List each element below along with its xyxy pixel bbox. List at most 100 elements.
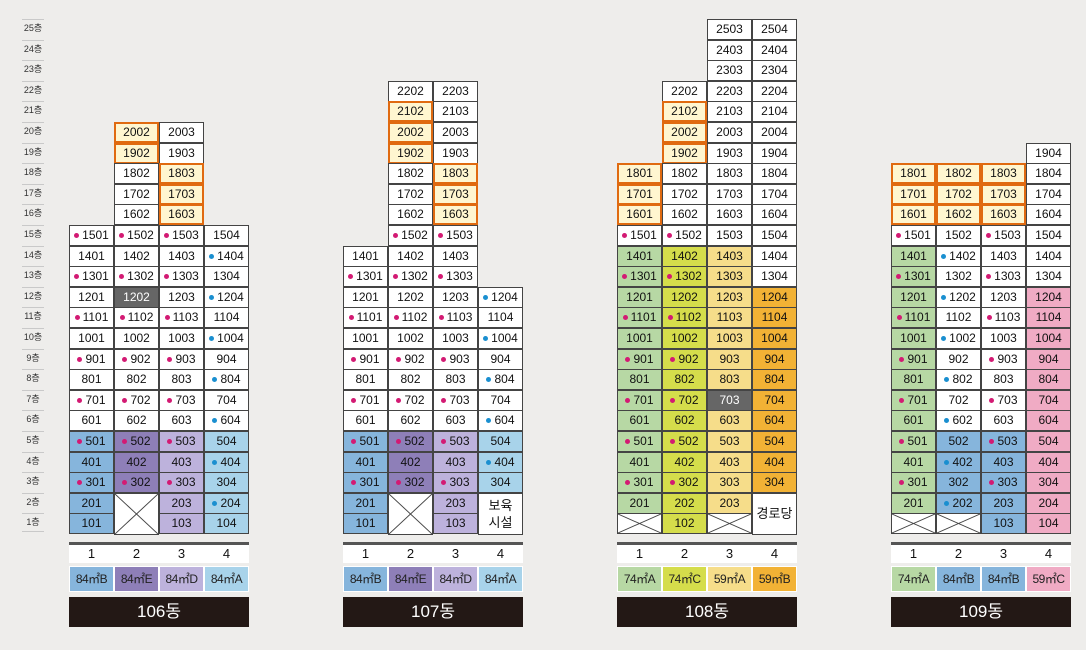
unit-cell[interactable]: 1802 (114, 163, 159, 185)
unit-cell[interactable]: 604 (1026, 410, 1071, 432)
unit-cell[interactable]: 1303 (433, 266, 478, 288)
unit-cell[interactable]: 702 (114, 389, 159, 411)
unit-cell[interactable]: 1803 (707, 163, 752, 185)
unit-cell[interactable]: 703 (433, 389, 478, 411)
unit-cell[interactable]: 1003 (433, 328, 478, 349)
unit-cell[interactable]: 1702 (936, 183, 981, 205)
unit-cell[interactable]: 1701 (617, 183, 662, 205)
unit-cell[interactable]: 803 (707, 369, 752, 391)
unit-cell[interactable]: 2002 (662, 122, 707, 143)
unit-cell[interactable]: 1602 (662, 204, 707, 226)
unit-cell[interactable]: 2003 (159, 122, 204, 143)
unit-cell[interactable]: 2304 (752, 60, 797, 82)
unit-cell[interactable]: 1204 (478, 286, 523, 308)
unit-cell[interactable]: 801 (617, 369, 662, 391)
unit-cell[interactable]: 1702 (662, 183, 707, 205)
unit-cell[interactable]: 1302 (114, 266, 159, 288)
unit-cell[interactable]: 303 (707, 472, 752, 494)
unit-cell[interactable]: 1002 (114, 328, 159, 349)
unit-cell[interactable]: 2103 (707, 101, 752, 123)
unit-cell[interactable]: 903 (707, 348, 752, 370)
unit-cell[interactable]: 1702 (388, 183, 433, 205)
unit-cell[interactable]: 1602 (114, 204, 159, 226)
unit-cell[interactable]: 904 (478, 348, 523, 370)
unit-cell[interactable]: 602 (114, 410, 159, 432)
unit-cell[interactable]: 402 (114, 451, 159, 473)
unit-cell[interactable]: 504 (204, 431, 249, 452)
unit-cell[interactable]: 404 (752, 451, 797, 473)
unit-cell[interactable]: 301 (891, 472, 936, 494)
unit-cell[interactable]: 1303 (981, 266, 1026, 288)
unit-cell[interactable]: 201 (617, 492, 662, 514)
unit-cell[interactable]: 1401 (617, 245, 662, 267)
unit-cell[interactable]: 2203 (707, 80, 752, 102)
unit-cell[interactable]: 304 (478, 472, 523, 494)
unit-cell[interactable]: 1503 (981, 225, 1026, 246)
unit-cell[interactable]: 403 (707, 451, 752, 473)
unit-cell[interactable]: 1703 (159, 183, 204, 205)
unit-cell[interactable]: 104 (1026, 513, 1071, 535)
unit-cell[interactable]: 402 (662, 451, 707, 473)
unit-cell[interactable]: 1203 (707, 286, 752, 308)
unit-cell[interactable]: 1001 (891, 328, 936, 349)
unit-cell[interactable]: 2004 (752, 122, 797, 143)
unit-cell[interactable]: 1103 (433, 307, 478, 329)
unit-cell[interactable]: 1302 (388, 266, 433, 288)
unit-cell[interactable]: 1101 (617, 307, 662, 329)
unit-cell[interactable]: 1403 (433, 245, 478, 267)
unit-cell[interactable]: 1703 (981, 183, 1026, 205)
unit-cell[interactable]: 602 (662, 410, 707, 432)
unit-cell[interactable]: 903 (159, 348, 204, 370)
unit-cell[interactable]: 404 (1026, 451, 1071, 473)
unit-cell[interactable]: 1101 (343, 307, 388, 329)
unit-cell[interactable]: 302 (388, 472, 433, 494)
unit-cell[interactable]: 2002 (114, 122, 159, 143)
unit-cell[interactable]: 902 (662, 348, 707, 370)
unit-cell[interactable]: 204 (204, 492, 249, 514)
unit-cell[interactable]: 604 (752, 410, 797, 432)
unit-cell[interactable]: 202 (936, 492, 981, 514)
unit-cell[interactable]: 1404 (752, 245, 797, 267)
unit-cell[interactable]: 1402 (936, 245, 981, 267)
unit-cell[interactable]: 901 (617, 348, 662, 370)
unit-cell[interactable]: 701 (617, 389, 662, 411)
unit-cell[interactable]: 803 (159, 369, 204, 391)
unit-cell[interactable]: 1401 (891, 245, 936, 267)
unit-cell[interactable]: 301 (69, 472, 114, 494)
unit-cell[interactable]: 1301 (343, 266, 388, 288)
unit-cell[interactable]: 102 (662, 513, 707, 535)
unit-cell[interactable]: 203 (981, 492, 1026, 514)
unit-cell[interactable]: 2102 (662, 101, 707, 123)
unit-cell[interactable]: 103 (981, 513, 1026, 535)
unit-cell[interactable]: 802 (936, 369, 981, 391)
unit-cell[interactable]: 504 (1026, 431, 1071, 452)
unit-cell[interactable]: 1802 (936, 163, 981, 185)
unit-cell[interactable]: 803 (433, 369, 478, 391)
unit-cell[interactable]: 901 (343, 348, 388, 370)
unit-cell[interactable]: 802 (662, 369, 707, 391)
unit-cell[interactable]: 1203 (433, 286, 478, 308)
unit-cell[interactable]: 601 (343, 410, 388, 432)
unit-cell[interactable]: 503 (159, 431, 204, 452)
unit-cell[interactable]: 1503 (159, 225, 204, 246)
unit-cell[interactable]: 1404 (204, 245, 249, 267)
unit-cell[interactable]: 902 (936, 348, 981, 370)
unit-cell[interactable]: 1304 (1026, 266, 1071, 288)
unit-cell[interactable]: 1201 (343, 286, 388, 308)
unit-cell[interactable]: 1001 (69, 328, 114, 349)
unit-cell[interactable]: 1204 (204, 286, 249, 308)
unit-cell[interactable]: 703 (159, 389, 204, 411)
unit-cell[interactable]: 303 (159, 472, 204, 494)
unit-cell[interactable]: 1103 (159, 307, 204, 329)
unit-cell[interactable]: 1101 (891, 307, 936, 329)
unit-cell[interactable]: 802 (114, 369, 159, 391)
unit-cell[interactable]: 703 (707, 389, 752, 411)
unit-cell[interactable]: 1702 (114, 183, 159, 205)
unit-cell[interactable]: 403 (981, 451, 1026, 473)
unit-cell[interactable]: 1903 (707, 142, 752, 164)
unit-cell[interactable]: 502 (388, 431, 433, 452)
unit-cell[interactable]: 2404 (752, 39, 797, 61)
unit-cell[interactable]: 704 (478, 389, 523, 411)
unit-cell[interactable]: 602 (388, 410, 433, 432)
unit-cell[interactable]: 1204 (1026, 286, 1071, 308)
